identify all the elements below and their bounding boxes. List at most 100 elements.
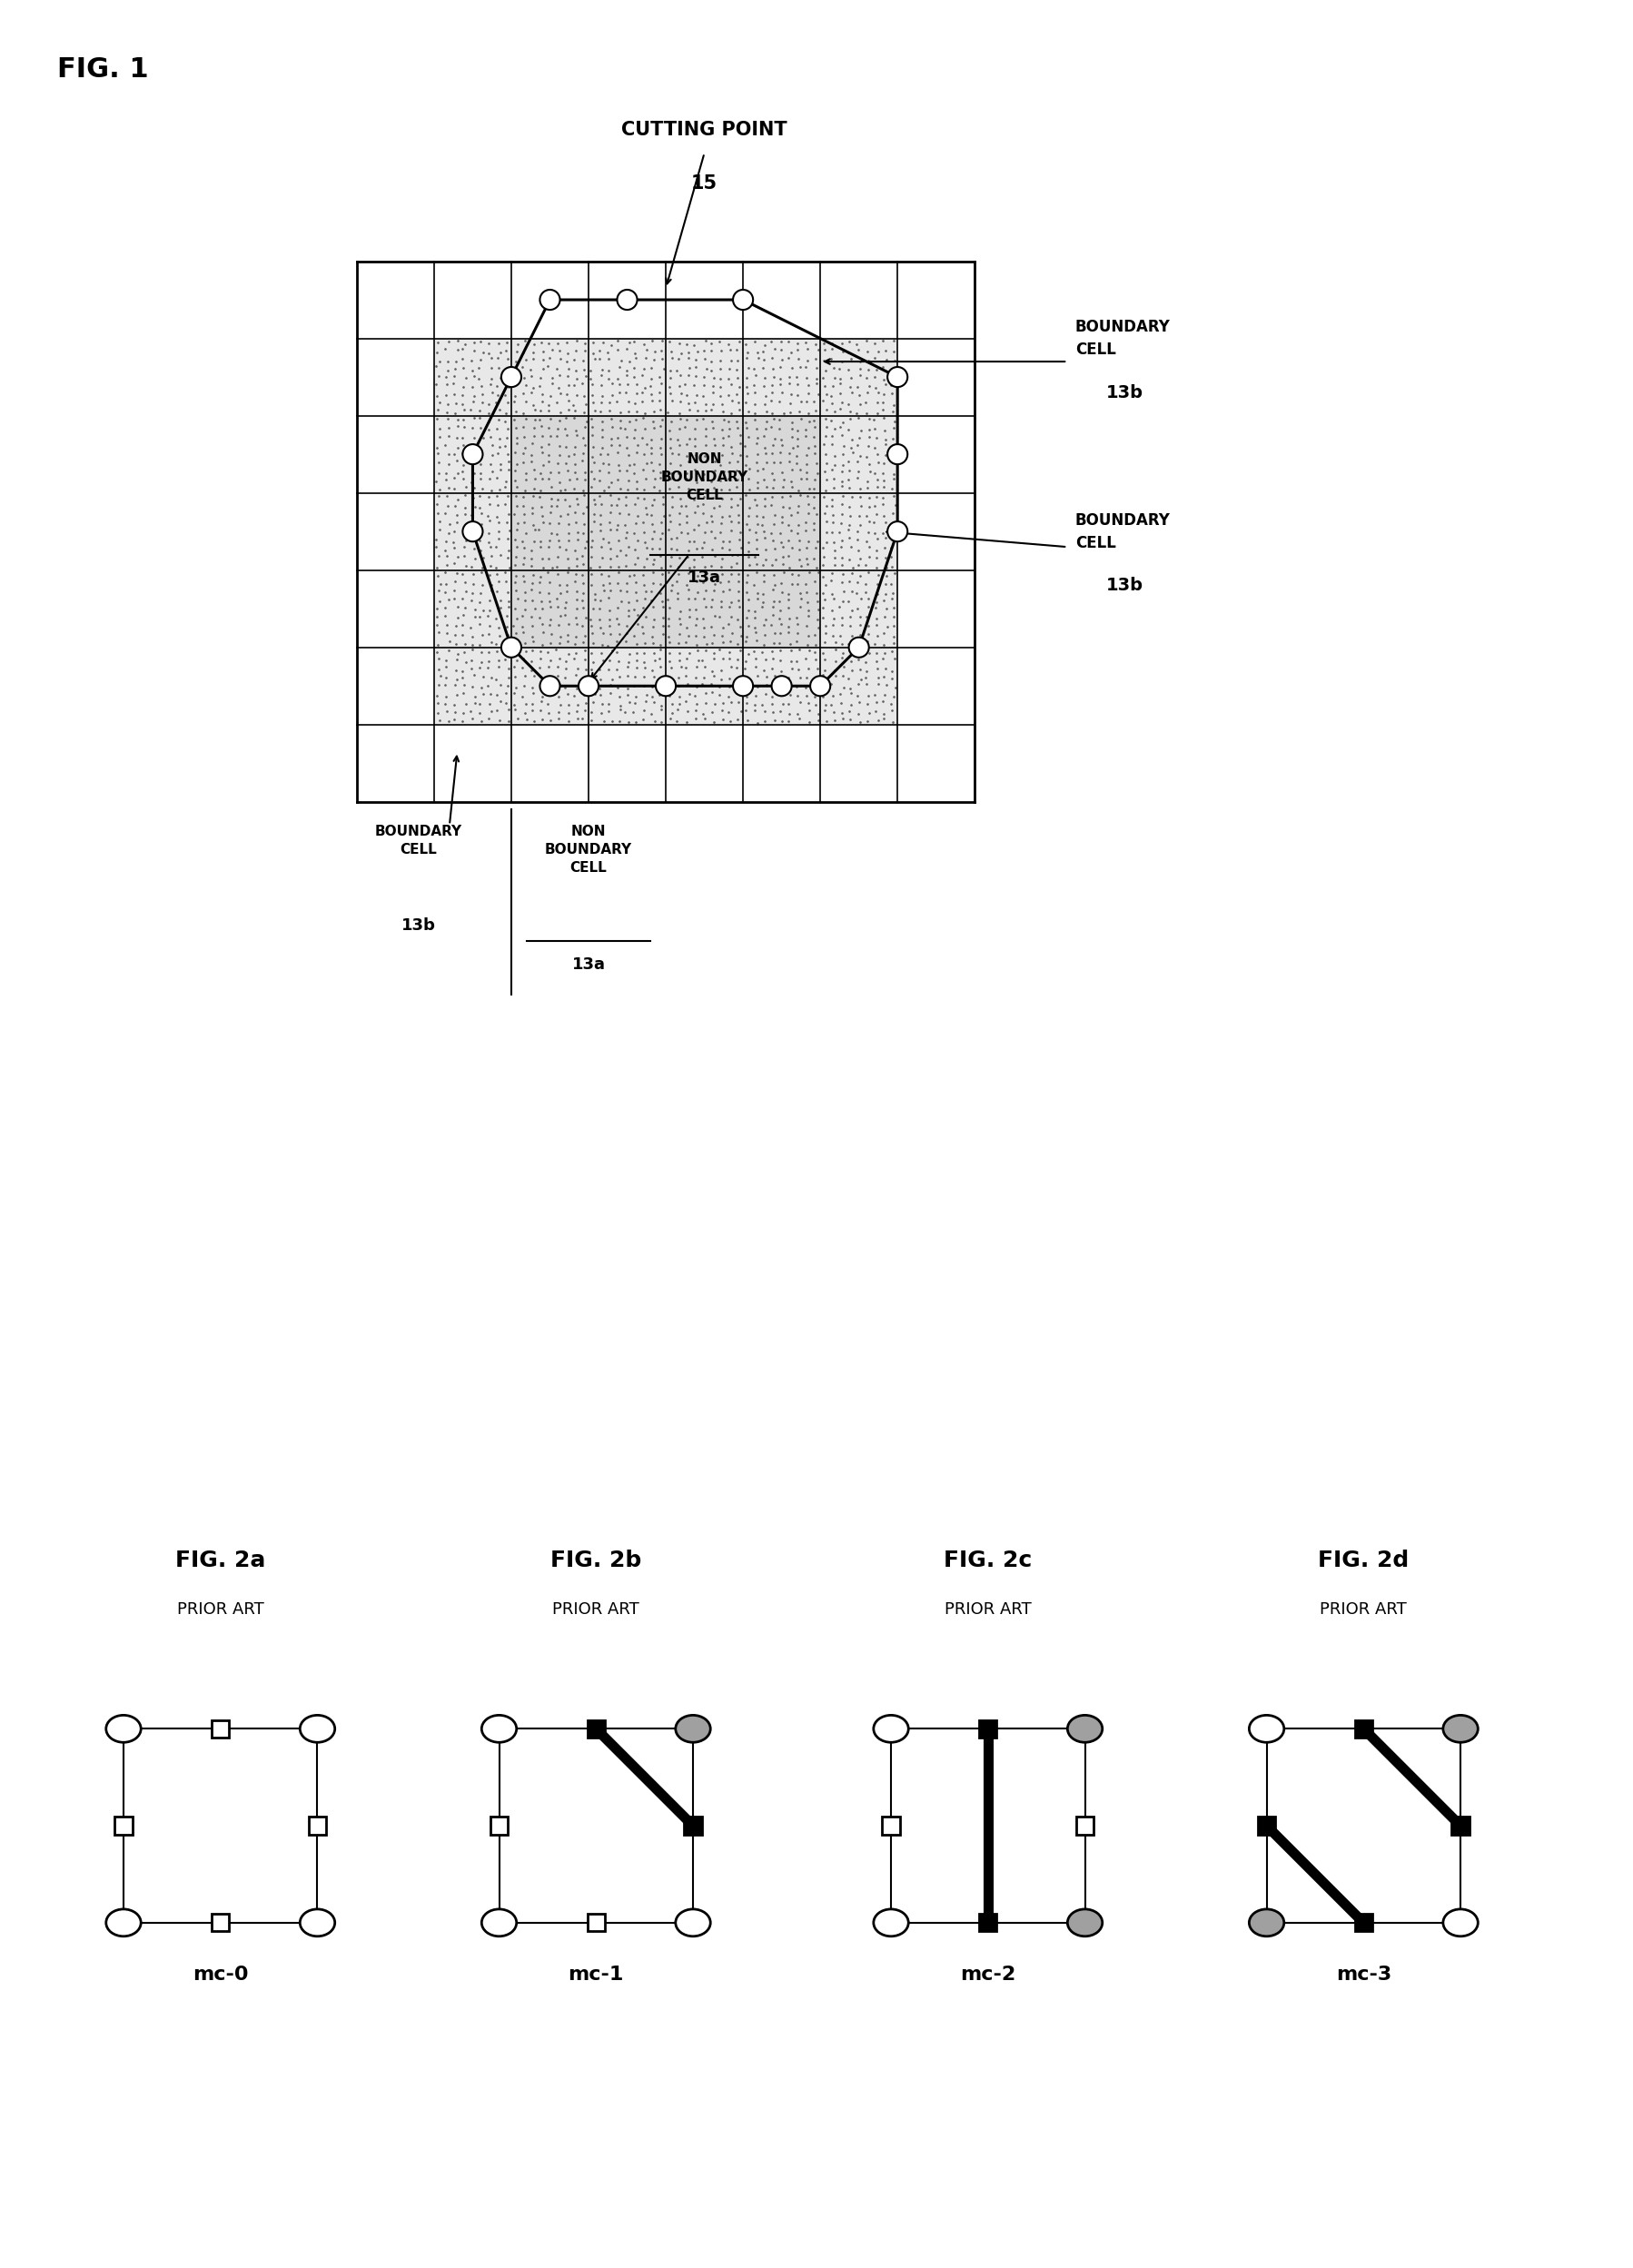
Bar — [511, 338, 588, 415]
Text: PRIOR ART: PRIOR ART — [552, 1601, 640, 1617]
Bar — [666, 338, 743, 415]
Bar — [434, 492, 511, 569]
Bar — [882, 1817, 900, 1835]
Text: FIG. 2b: FIG. 2b — [550, 1549, 642, 1572]
Text: PRIOR ART: PRIOR ART — [1319, 1601, 1408, 1617]
Bar — [820, 492, 898, 569]
Bar — [434, 646, 511, 723]
Bar — [490, 1817, 508, 1835]
Text: mc-2: mc-2 — [960, 1966, 1016, 1984]
Bar — [511, 415, 588, 492]
Bar — [511, 569, 588, 646]
Bar — [743, 415, 820, 492]
Bar — [212, 1914, 229, 1932]
Ellipse shape — [482, 1715, 516, 1742]
Bar — [588, 1914, 604, 1932]
Text: FIG. 2c: FIG. 2c — [944, 1549, 1032, 1572]
Bar — [820, 569, 898, 646]
Bar — [743, 646, 820, 723]
Bar — [588, 492, 666, 569]
Text: 15: 15 — [691, 175, 717, 193]
Text: 13a: 13a — [687, 569, 722, 585]
Ellipse shape — [1444, 1910, 1478, 1937]
Bar — [114, 1817, 132, 1835]
Bar — [588, 646, 666, 723]
Text: FIG. 2a: FIG. 2a — [175, 1549, 266, 1572]
Ellipse shape — [300, 1715, 335, 1742]
Bar — [684, 1817, 702, 1835]
Text: BOUNDARY
CELL: BOUNDARY CELL — [1075, 320, 1171, 358]
Bar — [511, 492, 588, 569]
Ellipse shape — [1068, 1910, 1102, 1937]
Circle shape — [810, 676, 830, 696]
Circle shape — [501, 637, 521, 658]
Circle shape — [733, 676, 753, 696]
Ellipse shape — [1444, 1715, 1478, 1742]
Bar — [666, 415, 743, 492]
Bar — [1355, 1914, 1372, 1932]
Text: BOUNDARY
CELL: BOUNDARY CELL — [1075, 513, 1171, 551]
Bar — [1355, 1719, 1372, 1737]
Bar — [980, 1719, 996, 1737]
Bar — [666, 492, 743, 569]
Bar — [588, 415, 666, 492]
Ellipse shape — [300, 1910, 335, 1937]
Text: PRIOR ART: PRIOR ART — [176, 1601, 265, 1617]
Ellipse shape — [676, 1715, 710, 1742]
Ellipse shape — [1068, 1715, 1102, 1742]
Bar — [666, 646, 743, 723]
Text: mc-3: mc-3 — [1336, 1966, 1391, 1984]
Bar — [212, 1719, 229, 1737]
Text: CUTTING POINT: CUTTING POINT — [622, 120, 787, 138]
Bar — [1076, 1817, 1094, 1835]
Bar — [743, 492, 820, 569]
Bar — [820, 415, 898, 492]
Bar — [434, 569, 511, 646]
Circle shape — [656, 676, 676, 696]
Bar — [434, 338, 511, 415]
Text: 13b: 13b — [1106, 576, 1143, 594]
Text: FIG. 1: FIG. 1 — [57, 57, 149, 84]
Circle shape — [887, 445, 908, 465]
Bar — [1257, 1817, 1275, 1835]
Bar — [309, 1817, 327, 1835]
Bar — [434, 415, 511, 492]
Ellipse shape — [482, 1910, 516, 1937]
Circle shape — [733, 290, 753, 311]
Text: 13a: 13a — [572, 957, 606, 973]
Circle shape — [462, 445, 483, 465]
Ellipse shape — [1249, 1715, 1284, 1742]
Bar — [980, 1914, 996, 1932]
Bar — [820, 646, 898, 723]
Bar — [1452, 1817, 1470, 1835]
Ellipse shape — [1249, 1910, 1284, 1937]
Text: FIG. 2d: FIG. 2d — [1318, 1549, 1409, 1572]
Circle shape — [772, 676, 792, 696]
Ellipse shape — [106, 1910, 140, 1937]
Bar — [666, 569, 743, 646]
Circle shape — [501, 367, 521, 388]
Bar — [743, 338, 820, 415]
Bar — [743, 569, 820, 646]
Text: PRIOR ART: PRIOR ART — [944, 1601, 1032, 1617]
Ellipse shape — [676, 1910, 710, 1937]
Circle shape — [887, 367, 908, 388]
Text: 13b: 13b — [402, 919, 436, 934]
Circle shape — [617, 290, 637, 311]
Ellipse shape — [874, 1910, 908, 1937]
Text: NON
BOUNDARY
CELL: NON BOUNDARY CELL — [545, 826, 632, 875]
Bar — [588, 569, 666, 646]
Bar — [588, 338, 666, 415]
Text: 13b: 13b — [1106, 383, 1143, 401]
Circle shape — [578, 676, 599, 696]
Text: mc-1: mc-1 — [568, 1966, 624, 1984]
Circle shape — [849, 637, 869, 658]
Bar — [588, 1719, 604, 1737]
Text: NON
BOUNDARY
CELL: NON BOUNDARY CELL — [661, 454, 748, 501]
Text: mc-0: mc-0 — [193, 1966, 248, 1984]
Ellipse shape — [874, 1715, 908, 1742]
Ellipse shape — [106, 1715, 140, 1742]
Bar — [820, 338, 898, 415]
Circle shape — [462, 522, 483, 542]
Circle shape — [541, 676, 560, 696]
